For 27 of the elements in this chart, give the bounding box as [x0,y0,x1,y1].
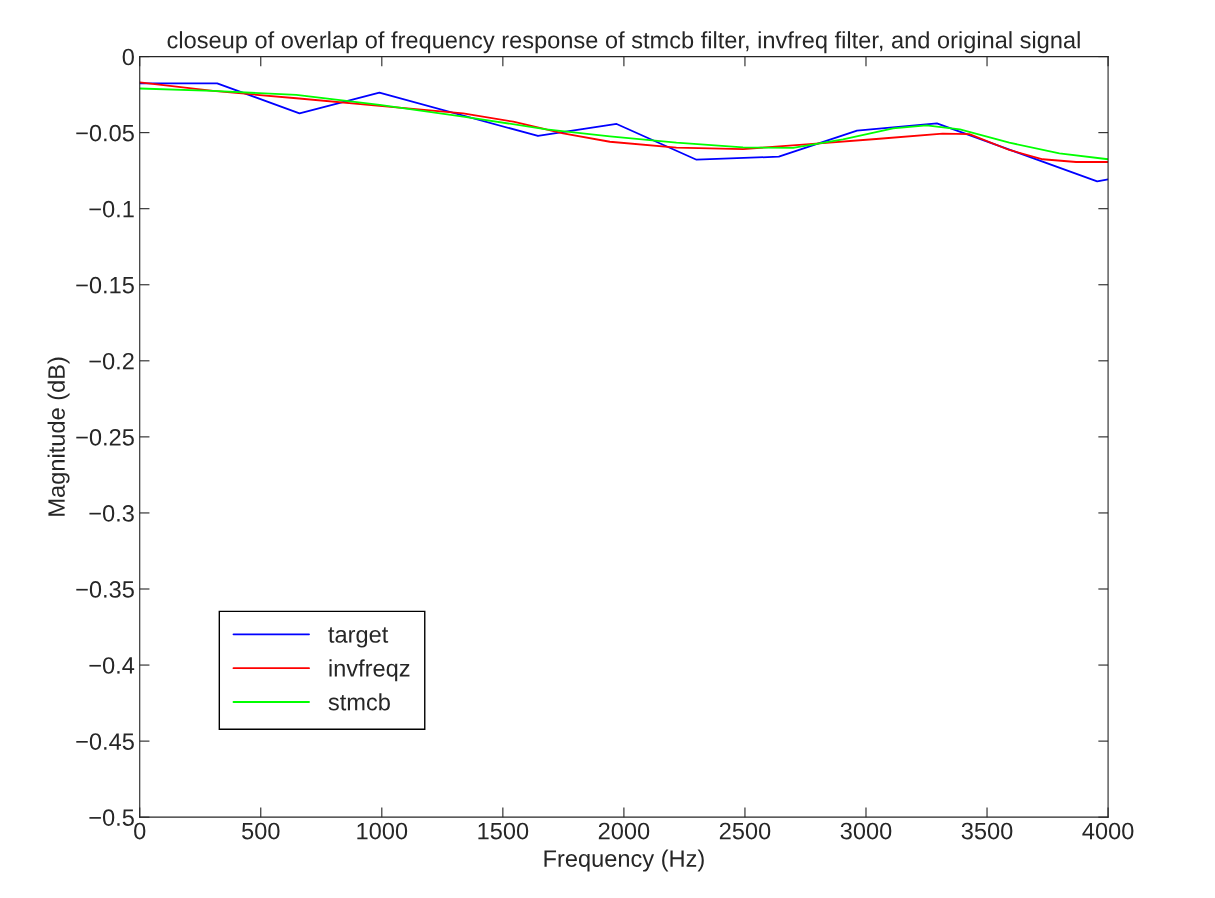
chart-title: closeup of overlap of frequency response of stmcb filter, invfreq filter, and original signal [167,31,1080,54]
y-tick-label: −0.1 [89,200,134,218]
x-tick-label: 0 [134,822,146,840]
y-tick-label: −0.15 [76,276,134,294]
y-tick-label: −0.4 [89,657,135,674]
y-tick-label: 0 [122,48,134,66]
x-tick-label: 2500 [719,822,771,840]
legend-label: invfreqz [329,659,410,682]
y-tick-label: −0.45 [76,733,134,750]
y-tick-label: −0.3 [89,505,134,522]
x-axis-title: Frequency (Hz) [544,849,704,872]
line-series [139,82,1109,183]
y-tick-label: −0.35 [76,581,134,598]
x-tick-label: 1500 [478,822,529,840]
x-tick-label: 500 [242,822,280,840]
y-tick-label: −0.05 [76,124,134,142]
x-tick-label: 1000 [357,822,408,840]
x-tick-label: 3000 [840,822,892,840]
legend-label: target [328,627,389,648]
y-axis-title: Magnitude (dB) [47,357,70,516]
y-tick-label: −0.5 [89,809,134,826]
y-tick-label: −0.2 [89,352,134,370]
y-tick-label: −0.25 [76,428,134,446]
x-tick-label: 2000 [598,822,650,840]
legend-label: stmcb [328,693,390,711]
x-tick-label: 4000 [1082,822,1134,840]
x-tick-label: 3500 [961,822,1013,840]
